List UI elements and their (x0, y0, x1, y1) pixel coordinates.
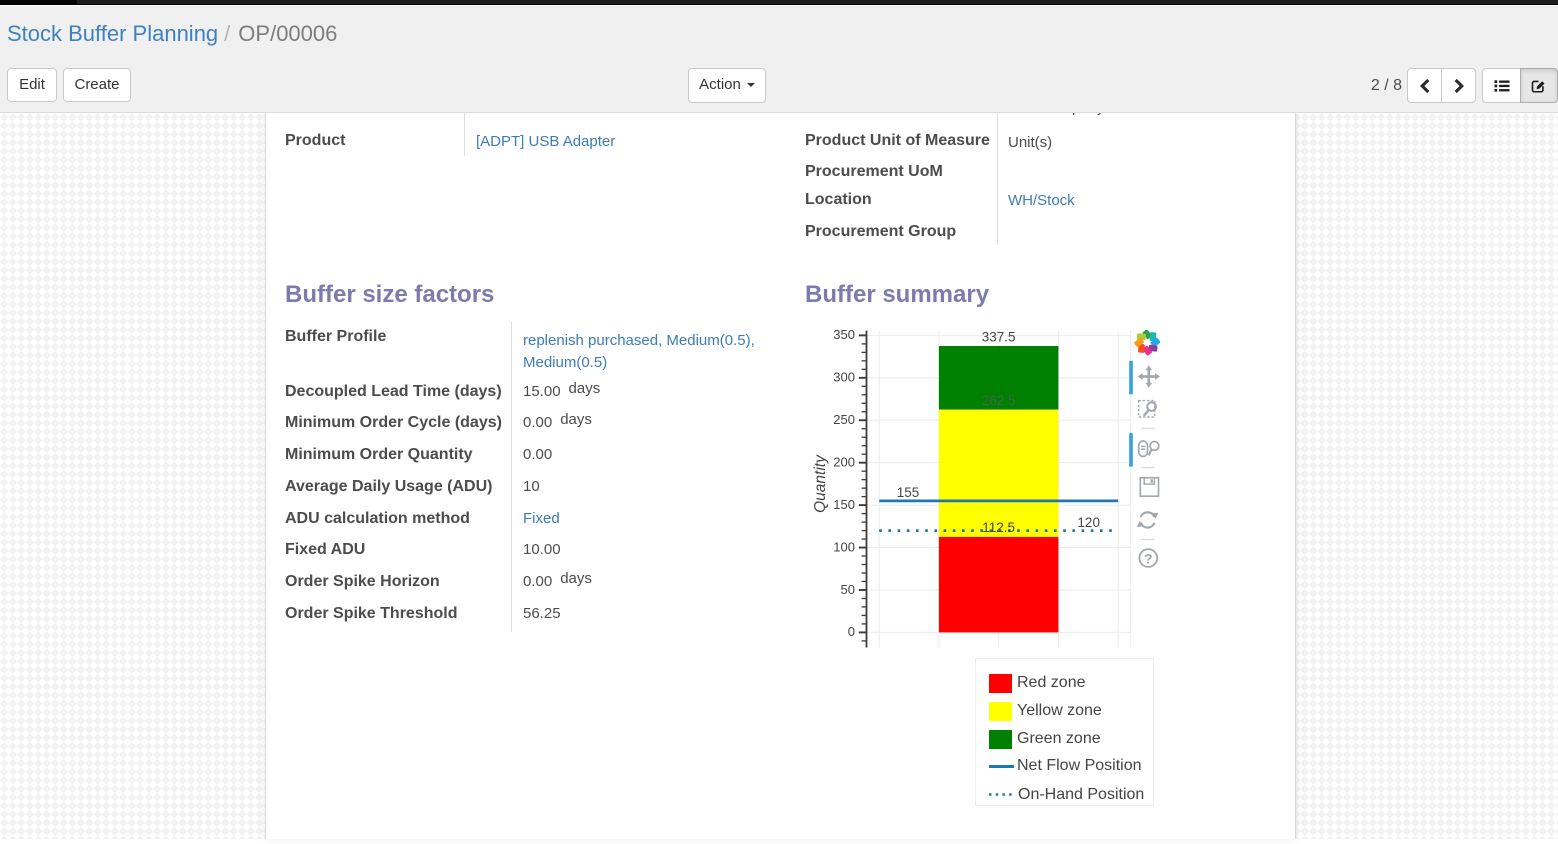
svg-text:262.5: 262.5 (982, 393, 1016, 408)
svg-text:50: 50 (841, 582, 855, 597)
svg-text:350: 350 (833, 327, 855, 342)
svg-text:155: 155 (897, 485, 920, 500)
svg-text:300: 300 (833, 370, 855, 385)
svg-text:100: 100 (833, 539, 855, 554)
svg-text:112.5: 112.5 (982, 520, 1015, 535)
svg-text:337.5: 337.5 (982, 330, 1016, 345)
svg-text:0: 0 (848, 624, 855, 639)
svg-text:250: 250 (833, 412, 855, 427)
svg-text:150: 150 (833, 497, 855, 512)
svg-text:Quantity: Quantity (812, 454, 829, 513)
svg-text:120: 120 (1077, 515, 1100, 530)
svg-text:?: ? (1144, 551, 1153, 567)
svg-text:200: 200 (833, 454, 855, 469)
